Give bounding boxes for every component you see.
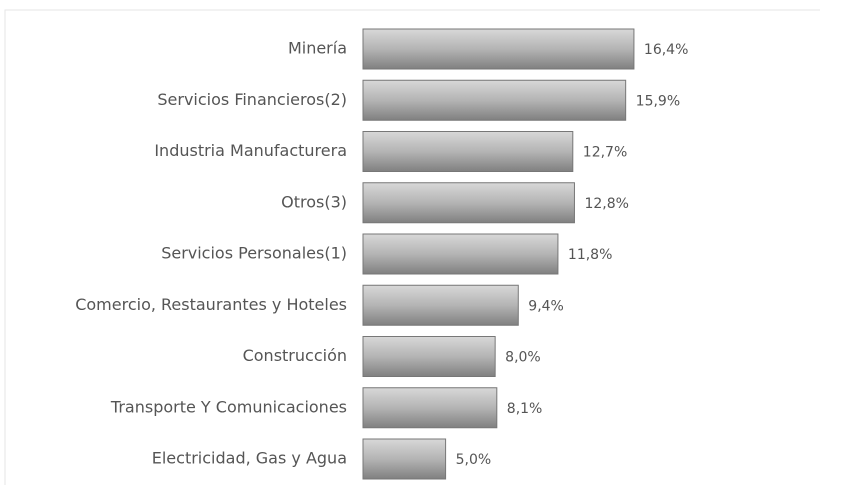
value-label: 5,0% bbox=[456, 452, 492, 468]
category-label: Minería bbox=[288, 39, 347, 58]
value-label: 8,0% bbox=[505, 350, 541, 366]
bar bbox=[362, 28, 635, 70]
category-label: Industria Manufacturera bbox=[154, 141, 347, 160]
bar bbox=[362, 79, 627, 121]
value-label: 11,8% bbox=[568, 247, 612, 263]
category-label: Servicios Financieros(2) bbox=[157, 90, 347, 109]
category-label: Transporte Y Comunicaciones bbox=[110, 397, 347, 416]
category-label: Construcción bbox=[243, 346, 347, 365]
category-label: Servicios Personales(1) bbox=[161, 244, 347, 263]
bar bbox=[362, 182, 575, 224]
category-label: Otros(3) bbox=[281, 192, 347, 211]
value-label: 12,7% bbox=[583, 145, 627, 161]
bar bbox=[362, 233, 559, 275]
bar bbox=[362, 438, 447, 480]
value-label: 12,8% bbox=[584, 196, 628, 212]
bar bbox=[362, 336, 496, 377]
category-label: Electricidad, Gas y Agua bbox=[152, 449, 347, 468]
bar bbox=[362, 131, 574, 172]
bar bbox=[362, 387, 498, 429]
frame bbox=[4, 9, 820, 485]
value-label: 9,4% bbox=[528, 298, 564, 314]
value-label: 16,4% bbox=[644, 42, 688, 58]
value-label: 15,9% bbox=[636, 93, 680, 109]
bar bbox=[362, 284, 519, 326]
category-label: Comercio, Restaurantes y Hoteles bbox=[75, 295, 347, 314]
value-label: 8,1% bbox=[507, 401, 543, 417]
